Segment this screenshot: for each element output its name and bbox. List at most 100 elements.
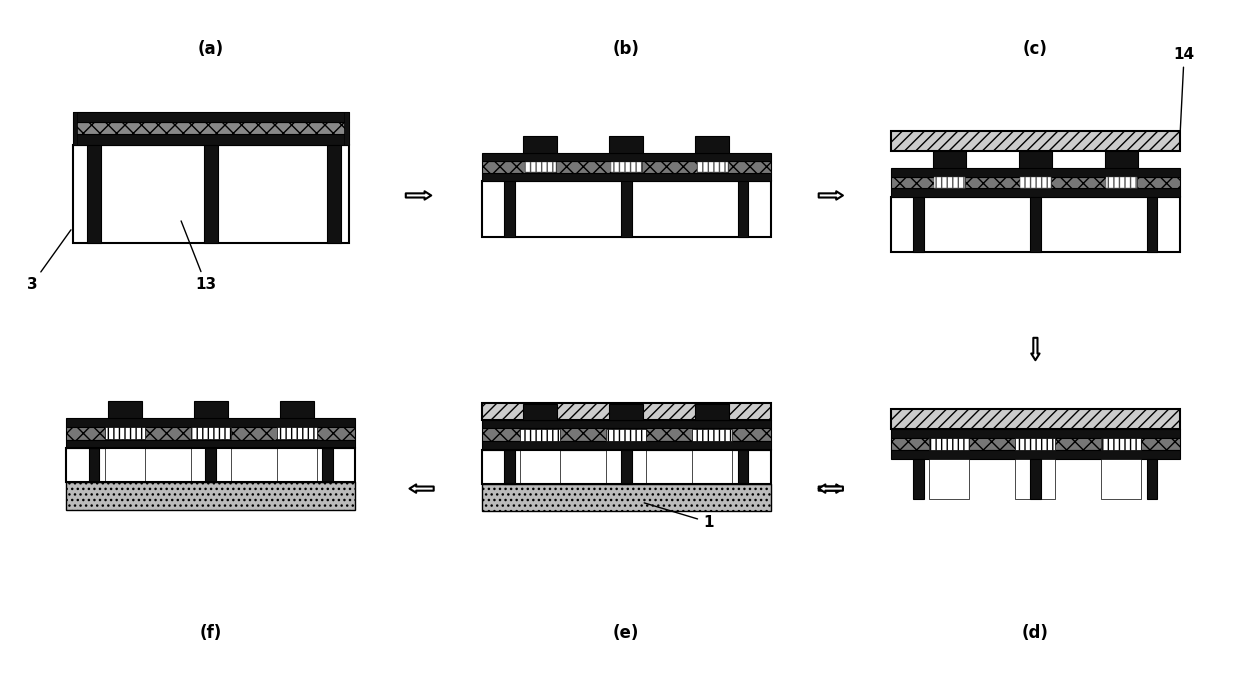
Bar — [611, 162, 641, 172]
Text: (a): (a) — [197, 40, 224, 59]
Bar — [277, 448, 316, 482]
Bar — [105, 448, 145, 482]
Bar — [525, 162, 556, 172]
Bar — [505, 181, 515, 237]
Bar — [611, 162, 641, 172]
Bar — [521, 450, 560, 484]
Bar — [914, 459, 924, 499]
Bar — [482, 429, 770, 441]
Bar — [277, 427, 316, 439]
Bar — [696, 404, 729, 419]
Bar — [1101, 459, 1141, 499]
Bar — [1105, 151, 1138, 168]
Text: (e): (e) — [613, 624, 640, 642]
Bar — [606, 429, 646, 440]
Bar — [934, 177, 965, 188]
Bar — [606, 450, 646, 484]
Bar — [193, 401, 228, 418]
Bar — [1106, 177, 1137, 188]
Bar — [482, 419, 770, 429]
Text: 13: 13 — [181, 221, 217, 292]
Bar — [1147, 459, 1157, 499]
Bar — [697, 162, 728, 172]
Bar — [914, 197, 924, 252]
Bar — [621, 450, 631, 484]
Bar — [692, 429, 732, 440]
Bar — [67, 440, 355, 448]
Bar — [482, 484, 770, 512]
Bar — [505, 450, 515, 484]
Bar — [1018, 151, 1053, 168]
Bar — [67, 418, 355, 427]
Bar — [482, 450, 770, 484]
Bar — [482, 161, 770, 173]
Bar — [105, 427, 145, 439]
Bar — [934, 177, 965, 188]
Bar — [87, 144, 100, 243]
Bar — [892, 197, 1179, 252]
Bar — [1030, 459, 1040, 499]
Bar — [345, 112, 348, 144]
Bar — [892, 450, 1179, 459]
Bar — [930, 459, 970, 499]
Bar — [523, 135, 557, 153]
Bar — [73, 112, 77, 144]
Bar — [521, 429, 560, 440]
Bar — [191, 427, 231, 439]
Bar — [322, 448, 332, 482]
Bar — [696, 135, 729, 153]
Bar — [1016, 459, 1055, 499]
Bar — [892, 438, 1179, 450]
Bar — [482, 441, 770, 450]
Bar — [482, 403, 770, 419]
Bar — [892, 168, 1179, 177]
Bar — [892, 131, 1179, 151]
Bar — [482, 181, 770, 237]
Bar — [930, 438, 970, 450]
Bar — [892, 429, 1179, 438]
Text: 3: 3 — [26, 230, 71, 292]
Bar — [609, 135, 644, 153]
Text: (b): (b) — [613, 40, 640, 59]
Bar — [67, 427, 355, 440]
Bar — [73, 134, 348, 144]
Bar — [89, 448, 99, 482]
Bar — [892, 188, 1179, 197]
Bar — [73, 121, 348, 134]
Bar — [191, 448, 231, 482]
Text: (f): (f) — [200, 624, 222, 642]
Bar — [1016, 438, 1055, 450]
Bar — [108, 401, 141, 418]
Bar — [892, 409, 1179, 429]
Bar — [1030, 197, 1040, 252]
Bar — [621, 181, 631, 237]
Bar — [1106, 177, 1137, 188]
Bar — [738, 181, 748, 237]
Bar — [67, 448, 355, 482]
Text: (c): (c) — [1023, 40, 1048, 59]
Bar — [280, 401, 314, 418]
Bar — [206, 448, 216, 482]
Bar — [692, 450, 732, 484]
Text: (d): (d) — [1022, 624, 1049, 642]
Bar — [892, 177, 1179, 188]
Bar — [1101, 438, 1141, 450]
Bar — [203, 144, 218, 243]
Bar — [326, 144, 341, 243]
Bar — [932, 151, 966, 168]
Bar — [523, 404, 557, 419]
Bar — [73, 144, 348, 243]
Text: 1: 1 — [645, 503, 713, 530]
Bar — [697, 162, 728, 172]
Bar — [525, 162, 556, 172]
Bar — [73, 112, 348, 121]
Bar — [482, 153, 770, 161]
Bar — [482, 173, 770, 181]
Bar — [1021, 177, 1050, 188]
Bar — [738, 450, 748, 484]
Bar — [609, 404, 644, 419]
Text: 14: 14 — [1173, 47, 1194, 138]
Bar — [1147, 197, 1157, 252]
Bar — [1021, 177, 1050, 188]
Bar — [67, 482, 355, 510]
